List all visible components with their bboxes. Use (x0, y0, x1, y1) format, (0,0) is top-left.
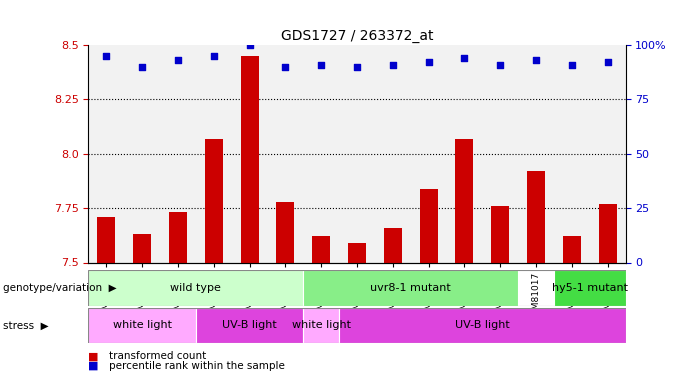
Bar (232, 45, 267, 262)
Text: ■: ■ (88, 361, 99, 370)
Text: wild type: wild type (171, 283, 221, 293)
Bar (241, 56, 258, 262)
Bar (411, 45, 447, 262)
Point (101, 53, 112, 59)
Text: white light: white light (113, 320, 171, 330)
Text: genotype/variation  ▶: genotype/variation ▶ (3, 283, 117, 293)
Bar (590, 45, 626, 262)
Text: transformed count: transformed count (109, 351, 206, 361)
Title: GDS1727 / 263372_at: GDS1727 / 263372_at (281, 28, 433, 43)
Text: UV-B light: UV-B light (222, 320, 277, 330)
FancyBboxPatch shape (196, 308, 303, 343)
Text: white light: white light (292, 320, 351, 330)
Point (173, 57, 184, 63)
Bar (133, 234, 151, 262)
Bar (420, 189, 438, 262)
Bar (169, 213, 187, 262)
Bar (312, 236, 330, 262)
Bar (339, 45, 375, 262)
Text: stress  ▶: stress ▶ (3, 320, 49, 330)
Bar (348, 243, 366, 262)
Bar (598, 204, 617, 262)
Bar (276, 202, 294, 262)
Point (352, 64, 362, 70)
Point (602, 59, 613, 65)
FancyBboxPatch shape (339, 308, 626, 343)
Bar (491, 206, 509, 262)
Bar (447, 45, 482, 262)
FancyBboxPatch shape (88, 308, 196, 343)
Point (459, 55, 470, 61)
FancyBboxPatch shape (554, 270, 626, 306)
Bar (375, 45, 411, 262)
Bar (303, 45, 339, 262)
Point (566, 62, 577, 68)
Bar (563, 236, 581, 262)
Point (280, 64, 291, 70)
FancyBboxPatch shape (88, 270, 303, 306)
Bar (124, 45, 160, 262)
Text: hy5-1 mutant: hy5-1 mutant (551, 283, 628, 293)
Bar (482, 45, 518, 262)
Text: percentile rank within the sample: percentile rank within the sample (109, 361, 285, 370)
Text: uvr8-1 mutant: uvr8-1 mutant (371, 283, 451, 293)
Bar (384, 228, 402, 262)
Bar (196, 45, 232, 262)
Point (208, 53, 219, 59)
Text: ■: ■ (88, 351, 99, 361)
FancyBboxPatch shape (303, 270, 518, 306)
Bar (267, 45, 303, 262)
Point (244, 42, 255, 48)
Bar (160, 45, 196, 262)
Text: UV-B light: UV-B light (455, 320, 510, 330)
Bar (97, 217, 116, 262)
Point (137, 64, 148, 70)
Bar (554, 45, 590, 262)
Bar (205, 138, 223, 262)
Bar (456, 138, 473, 262)
FancyBboxPatch shape (303, 308, 339, 343)
Bar (527, 171, 545, 262)
Point (423, 59, 434, 65)
Point (316, 62, 326, 68)
Bar (88, 45, 124, 262)
Bar (518, 45, 554, 262)
Point (530, 57, 541, 63)
Point (495, 62, 506, 68)
Point (388, 62, 398, 68)
